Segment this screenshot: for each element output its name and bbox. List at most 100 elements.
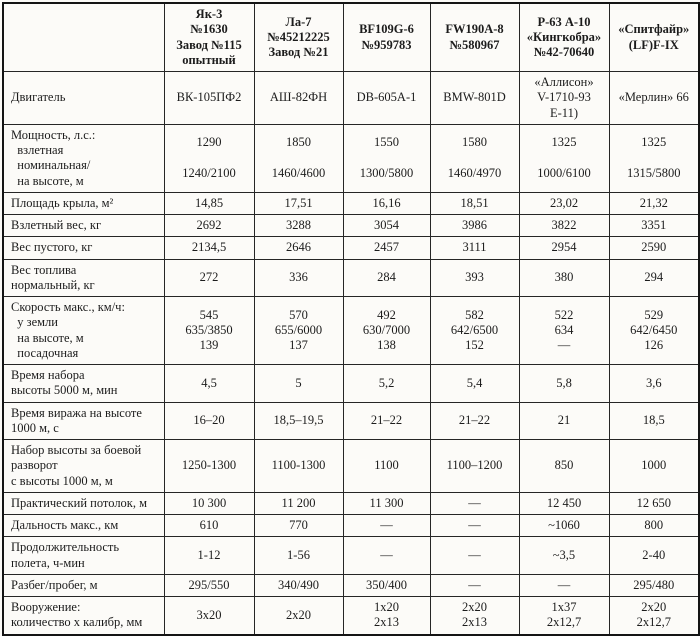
column-header: Ла-7 №45212225 Завод №21	[253, 2, 344, 72]
row-label: Вооружение: количество x калибр, мм	[2, 596, 165, 635]
table-cell: 610	[163, 513, 255, 538]
table-cell: 5,8	[518, 364, 610, 403]
table-cell: 1000	[608, 439, 700, 493]
table-cell: 272	[163, 258, 255, 297]
row-label: Время виража на высоте 1000 м, с	[2, 401, 165, 440]
table-cell: —	[429, 513, 520, 538]
table-cell: 492 630/7000 138	[342, 296, 431, 365]
table-cell: 350/400	[342, 573, 431, 598]
table-cell: 3351	[608, 213, 700, 238]
column-header: FW190A-8 №580967	[429, 2, 520, 72]
table-cell: 800	[608, 513, 700, 538]
table-cell: 1325 1000/6100	[518, 123, 610, 193]
table-cell: 1100–1200	[429, 439, 520, 493]
table-cell: BMW-801D	[429, 71, 520, 125]
row-label: Разбег/пробег, м	[2, 573, 165, 598]
table-row: Вес пустого, кг 2134,5 2646 2457 3111 2954 259…	[2, 236, 700, 260]
table-cell: —	[342, 513, 431, 538]
table-cell: 2x20	[253, 596, 344, 635]
table-row: Практический потолок, м 10 300 11 200 11 30…	[2, 491, 700, 516]
table-row: Продолжительность полета, ч-мин 1-12 1-56—…	[2, 536, 700, 575]
row-label: Вес пустого, кг	[2, 236, 165, 260]
table-cell: 294	[608, 258, 700, 297]
table-row: Двигатель ВК-105ПФ2 АШ-82ФН DB-605A-1 BMW-80…	[2, 71, 700, 125]
table-cell: 12 650	[608, 491, 700, 516]
table-cell: 1550 1300/5800	[342, 123, 431, 193]
table-cell: АШ-82ФН	[253, 71, 344, 125]
table-cell: 336	[253, 258, 344, 297]
table-cell: 10 300	[163, 491, 255, 516]
table-cell: —	[342, 536, 431, 575]
table-row: Дальность макс., км 610 770— — ~1060 800	[2, 513, 700, 538]
row-label: Мощность, л.с.: взлетная номинальная/ на…	[2, 123, 165, 193]
table-cell: «Мерлин» 66	[608, 71, 700, 125]
table-cell: 284	[342, 258, 431, 297]
table-cell: 2x20 2x13	[429, 596, 520, 635]
table-cell: 21–22	[429, 401, 520, 440]
table-row: Мощность, л.с.: взлетная номинальная/ на…	[2, 123, 700, 193]
row-label: Дальность макс., км	[2, 513, 165, 538]
table-cell: 2590	[608, 236, 700, 260]
table-cell: 5,4	[429, 364, 520, 403]
table-row: Время набора высоты 5000 м, мин 4,5 5 5,2 5,…	[2, 364, 700, 403]
table-cell: «Аллисон» V-1710-93 Е-11)	[518, 71, 610, 125]
table-cell: 11 300	[342, 491, 431, 516]
table-cell: 545 635/3850 139	[163, 296, 255, 365]
row-label: Взлетный вес, кг	[2, 213, 165, 238]
table-cell: 770	[253, 513, 344, 538]
table-row: Взлетный вес, кг 2692 3288 3054 3986 3822 3351	[2, 213, 700, 238]
row-label: Скорость макс., км/ч: у земли на высоте,…	[2, 296, 165, 365]
table-cell: 1-56	[253, 536, 344, 575]
row-label: Площадь крыла, м²	[2, 191, 165, 216]
table-cell: 18,5	[608, 401, 700, 440]
table-row: Набор высоты за боевой разворот с высоты…	[2, 439, 700, 493]
table-cell: —	[429, 536, 520, 575]
table-cell: —	[429, 491, 520, 516]
table-cell: 1-12	[163, 536, 255, 575]
table-cell: 5	[253, 364, 344, 403]
table-row: Разбег/пробег, м 295/550 340/490 350/400— —2…	[2, 573, 700, 598]
table-cell: 393	[429, 258, 520, 297]
table-cell: 3986	[429, 213, 520, 238]
table-cell: 2134,5	[163, 236, 255, 260]
table-cell: 1325 1315/5800	[608, 123, 700, 193]
table-cell: 1100	[342, 439, 431, 493]
table-row: Вооружение: количество x калибр, мм 3x20 2…	[2, 596, 700, 635]
table-cell: 2692	[163, 213, 255, 238]
table-cell: 2954	[518, 236, 610, 260]
row-label: Набор высоты за боевой разворот с высоты…	[2, 439, 165, 493]
table-cell: 380	[518, 258, 610, 297]
table-cell: 2646	[253, 236, 344, 260]
table-cell: ~1060	[518, 513, 610, 538]
table-cell: 1580 1460/4970	[429, 123, 520, 193]
table-cell: 1100-1300	[253, 439, 344, 493]
table-row: Скорость макс., км/ч: у земли на высоте,…	[2, 296, 700, 365]
table-cell: 14,85	[163, 191, 255, 216]
column-header: Р-63 А-10 «Кингкобра» №42-70640	[518, 2, 610, 72]
table-cell: 570 655/6000 137	[253, 296, 344, 365]
table-cell: 12 450	[518, 491, 610, 516]
table-cell: —	[429, 573, 520, 598]
column-header: «Спитфайр» (LF)F-IX	[608, 2, 700, 72]
table-cell: 295/550	[163, 573, 255, 598]
table-cell: 21–22	[342, 401, 431, 440]
table-cell: 295/480	[608, 573, 700, 598]
row-label: Практический потолок, м	[2, 491, 165, 516]
table-row: Площадь крыла, м² 14,85 17,51 16,16 18,51 23,…	[2, 191, 700, 216]
table-cell: 2x20 2x12,7	[608, 596, 700, 635]
table-cell: 18,51	[429, 191, 520, 216]
table-cell: 1290 1240/2100	[163, 123, 255, 193]
table-cell: 1250-1300	[163, 439, 255, 493]
table-cell: 4,5	[163, 364, 255, 403]
table-cell: ВК-105ПФ2	[163, 71, 255, 125]
table-row: Время виража на высоте 1000 м, с 16–20 18,…	[2, 401, 700, 440]
table-cell: 21,32	[608, 191, 700, 216]
table-cell: 21	[518, 401, 610, 440]
header-row: Як-3 №1630 Завод №115 опытный Ла-7 №45212…	[2, 2, 700, 72]
table-cell: 582 642/6500 152	[429, 296, 520, 365]
table-cell: 23,02	[518, 191, 610, 216]
column-header: BF109G-6 №959783	[342, 2, 431, 72]
table-cell: 3x20	[163, 596, 255, 635]
